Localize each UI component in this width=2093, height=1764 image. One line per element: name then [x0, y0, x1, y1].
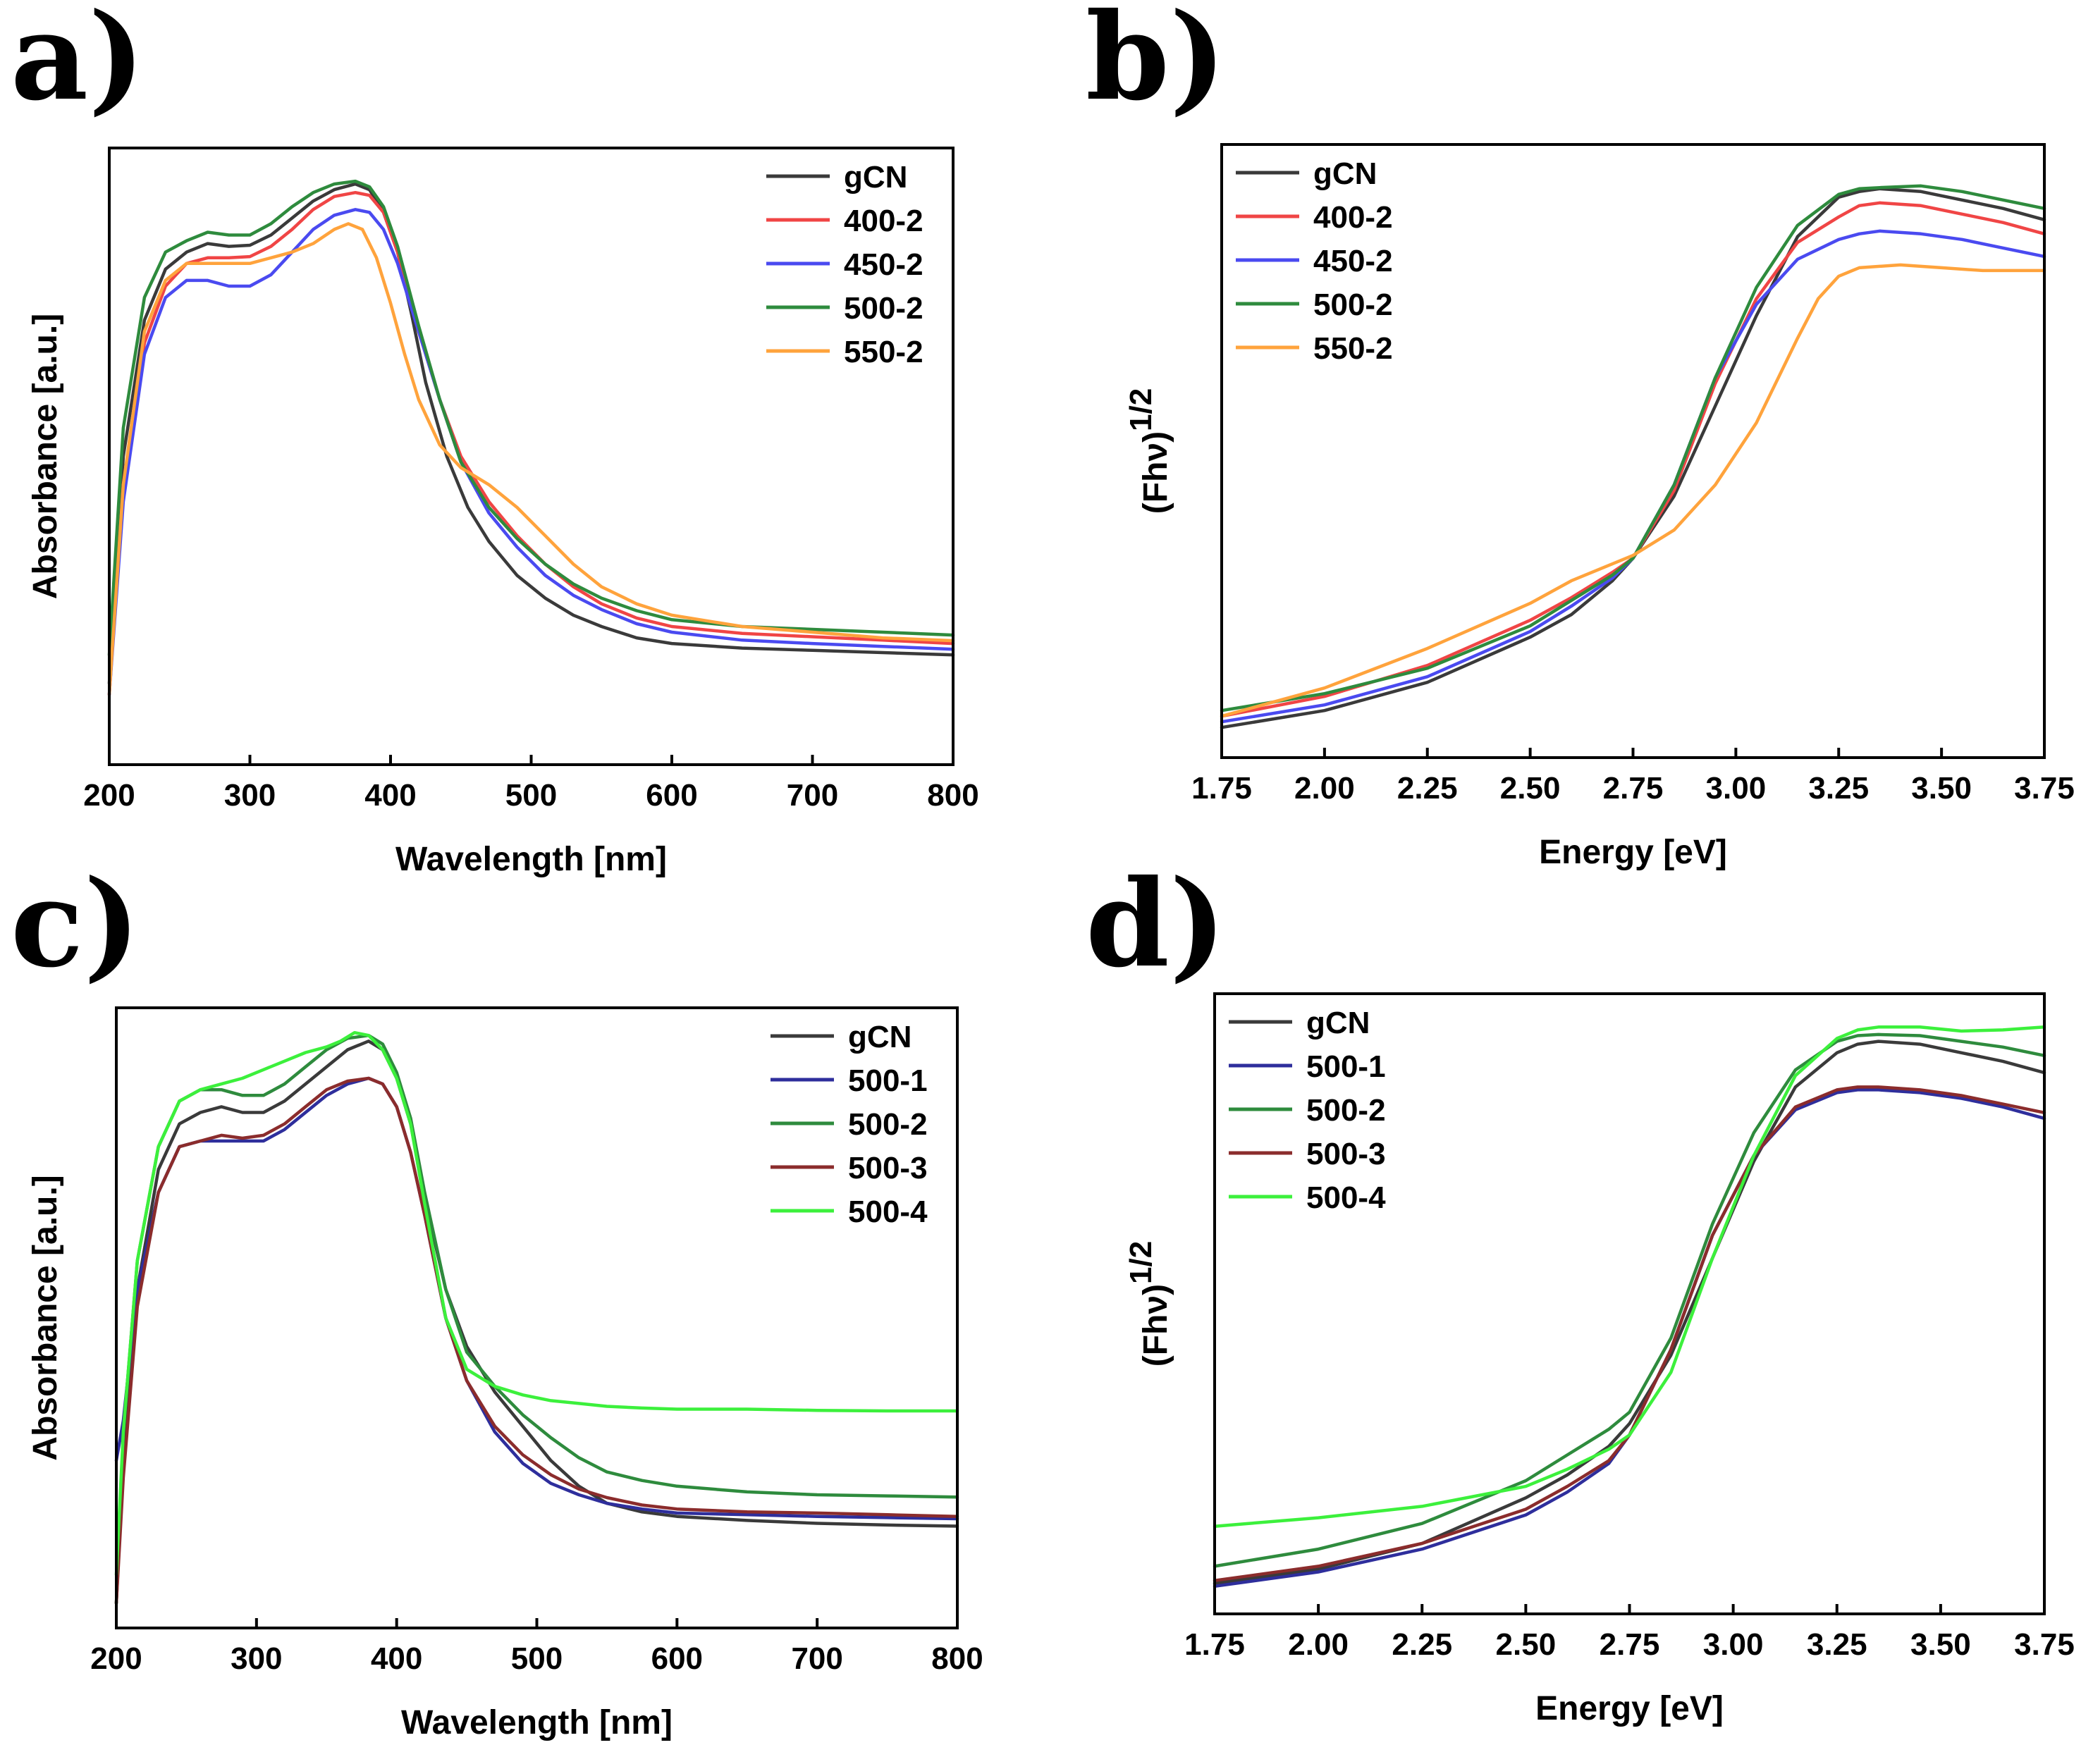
panel-b: b) 1.75 2.00 2.25 2.50 2.75 3.00 3.25 3.50 3.75 En… [1086, 0, 2075, 871]
panel-d-xtick-label: 2.00 [1288, 1627, 1349, 1662]
panel-c-legend-label: gCN [848, 1020, 912, 1054]
panel-d-xtick-label: 3.50 [1910, 1627, 1971, 1662]
panel-c-frame [115, 1006, 959, 1629]
panel-a-xtick-label: 400 [364, 778, 416, 813]
panel-b-xlabel: Energy [eV] [1539, 834, 1727, 871]
panel-a-legend-label: 400-2 [844, 204, 923, 238]
panel-c-xtick-label: 600 [651, 1641, 703, 1676]
panel-c-legend-label: 500-3 [848, 1151, 928, 1185]
panel-d: d) 1.75 2.00 2.25 2.50 2.75 3.00 3.25 3.50 3.75 En… [1086, 853, 2075, 1727]
panel-c-series-gCN [114, 1040, 959, 1605]
panel-d-letter: d) [1086, 853, 1226, 994]
panel-b-series-500-2 [1220, 184, 2046, 713]
panel-b-legend-label: 400-2 [1313, 200, 1393, 235]
panel-c-xtick-label: 400 [371, 1641, 422, 1676]
panel-a-xtick-label: 800 [927, 778, 978, 813]
panel-b-xtick-label: 2.00 [1294, 771, 1355, 806]
panel-c-xtick-label: 700 [791, 1641, 842, 1676]
panel-a-letter: a) [11, 0, 145, 128]
panel-d-xtick-label: 3.75 [2014, 1627, 2075, 1662]
panel-a-xtick-label: 300 [224, 778, 276, 813]
panel-b-ylabel: (Fhν)1/2 [1124, 388, 1174, 514]
panel-d-xtick-label: 3.00 [1703, 1627, 1764, 1662]
panel-d-xtick-label: 3.25 [1807, 1627, 1867, 1662]
panel-a: a) 200 300 400 500 600 700 800 Wavelength [nm] Ab… [11, 0, 979, 878]
panel-b-series-400-2 [1220, 201, 2046, 718]
panel-d-legend-label: gCN [1306, 1006, 1370, 1040]
panel-c-letter: c) [11, 853, 140, 994]
panel-c-series-500-1 [114, 1076, 959, 1521]
panel-a-frame [108, 147, 955, 766]
panel-a-legend-label: 550-2 [844, 335, 923, 369]
panel-a-ylabel: Absorbance [a.u.] [27, 314, 64, 599]
panel-b-series-450-2 [1220, 229, 2046, 724]
panel-c-legend-label: 500-2 [848, 1107, 928, 1142]
panel-c-xtick-label: 500 [511, 1641, 563, 1676]
panel-c-xtick-label: 300 [231, 1641, 282, 1676]
panel-b-legend-label: 450-2 [1313, 244, 1393, 278]
panel-d-legend-label: 500-3 [1306, 1137, 1386, 1171]
panel-a-series-550-2 [107, 222, 955, 696]
panel-c-legend-label: 500-4 [848, 1195, 928, 1229]
panel-a-series-450-2 [107, 208, 955, 696]
panel-a-xtick-label: 600 [646, 778, 697, 813]
panel-b-letter: b) [1086, 0, 1226, 128]
panel-d-legend-label: 500-1 [1306, 1049, 1386, 1084]
panel-d-legend-label: 500-2 [1306, 1093, 1386, 1128]
panel-c: c) 200 300 400 500 600 700 800 Wavelength [nm] Ab… [11, 853, 983, 1741]
panel-d-ylabel: (Fhν)1/2 [1124, 1241, 1174, 1367]
panel-d-xtick-label: 2.25 [1392, 1627, 1452, 1662]
panel-b-series-gCN [1220, 187, 2046, 729]
panel-a-xlabel: Wavelength [nm] [395, 841, 667, 878]
panel-d-xtick-label: 2.75 [1600, 1627, 1660, 1662]
panel-b-xtick-label: 2.50 [1500, 771, 1561, 806]
panel-d-series-500-4 [1213, 1025, 2046, 1528]
panel-b-legend-label: 550-2 [1313, 331, 1393, 366]
panel-b-xtick-label: 2.75 [1603, 771, 1664, 806]
panel-b-series-550-2 [1220, 263, 2046, 718]
panel-b-xtick-label: 3.75 [2014, 771, 2075, 806]
panel-d-legend-label: 500-4 [1306, 1180, 1386, 1215]
panel-b-xtick-label: 3.50 [1911, 771, 1972, 806]
panel-c-xtick-label: 800 [931, 1641, 983, 1676]
panel-d-frame [1213, 992, 2046, 1615]
panel-a-series-400-2 [107, 190, 955, 696]
panel-b-xtick-label: 1.75 [1191, 771, 1252, 806]
panel-b-legend-label: 500-2 [1313, 288, 1393, 322]
panel-b-xtick-label: 3.25 [1808, 771, 1869, 806]
panel-a-xtick-label: 500 [505, 778, 557, 813]
panel-b-xtick-label: 2.25 [1397, 771, 1458, 806]
panel-c-xlabel: Wavelength [nm] [401, 1704, 673, 1741]
panel-d-xlabel: Energy [eV] [1535, 1690, 1724, 1727]
panel-c-xtick-label: 200 [90, 1641, 142, 1676]
panel-d-series-500-3 [1213, 1085, 2046, 1582]
panel-c-series-500-3 [114, 1076, 959, 1605]
panel-a-xtick-label: 700 [787, 778, 838, 813]
panel-a-legend-label: 500-2 [844, 291, 923, 326]
panel-c-ylabel: Absorbance [a.u.] [27, 1175, 64, 1460]
panel-a-xtick-label: 200 [83, 778, 135, 813]
panel-c-series-500-4 [114, 1030, 959, 1577]
panel-a-legend-label: gCN [844, 160, 907, 195]
panel-d-xtick-label: 1.75 [1184, 1627, 1245, 1662]
panel-b-legend-label: gCN [1313, 156, 1377, 191]
panel-a-legend-label: 450-2 [844, 247, 923, 282]
panel-d-xtick-label: 2.50 [1496, 1627, 1557, 1662]
panel-a-series-500-2 [107, 179, 955, 657]
panel-b-frame [1220, 143, 2046, 759]
panel-d-series-500-2 [1213, 1032, 2046, 1568]
panel-b-xtick-label: 3.00 [1706, 771, 1767, 806]
panel-c-legend-label: 500-1 [848, 1063, 928, 1098]
